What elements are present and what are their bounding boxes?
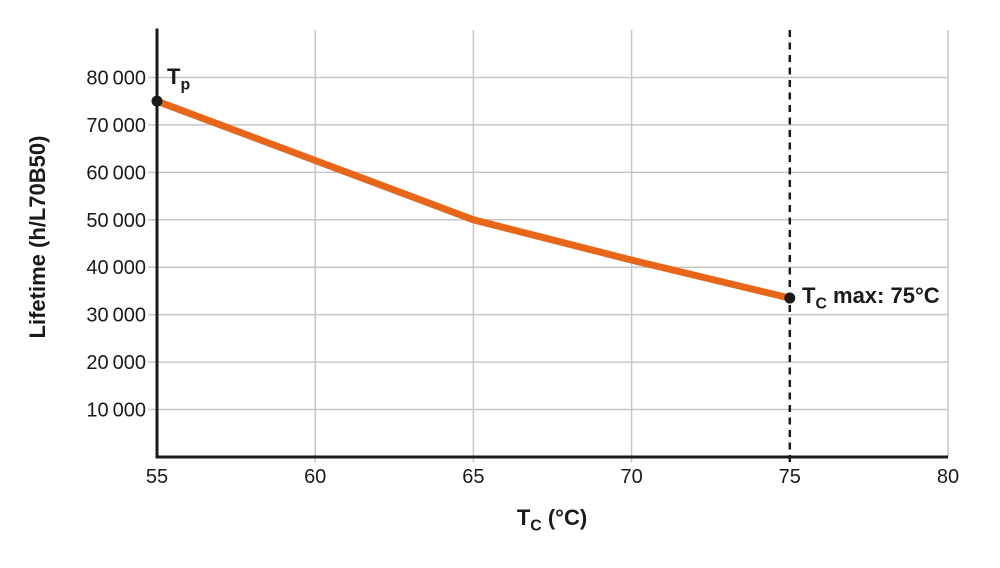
data-point-marker (784, 292, 796, 304)
y-tick-label: 20 000 (86, 352, 146, 374)
x-axis-title-rest: (°C) (541, 505, 588, 530)
x-tick-label: 70 (620, 466, 642, 488)
y-tick-label: 10 000 (86, 400, 146, 422)
y-tick-label: 70 000 (86, 115, 146, 137)
annotation-tc-max: TC max: 75°C (802, 283, 940, 313)
x-axis-title-sub: C (530, 517, 542, 535)
y-tick-label: 50 000 (86, 210, 146, 232)
y-tick-label: 60 000 (86, 162, 146, 184)
y-axis-title: Lifetime (h/L70B50) (25, 136, 51, 339)
x-tick-label: 75 (779, 466, 801, 488)
lifetime-curve (153, 97, 794, 302)
y-tick-label: 40 000 (86, 257, 146, 279)
annotation-tp: Tp (167, 64, 191, 94)
x-tick-label: 65 (462, 466, 484, 488)
y-tick-label: 30 000 (86, 305, 146, 327)
y-axis-title-text: Lifetime (h/L70B50) (25, 135, 50, 339)
x-tick-label: 55 (146, 466, 168, 488)
x-tick-label: 60 (304, 466, 326, 488)
x-axis-title: TC (°C) (452, 505, 652, 535)
x-axis-title-main: T (516, 505, 531, 530)
data-point-marker (151, 95, 163, 107)
y-tick-label: 80 000 (86, 67, 146, 89)
x-tick-label: 80 (937, 466, 959, 488)
